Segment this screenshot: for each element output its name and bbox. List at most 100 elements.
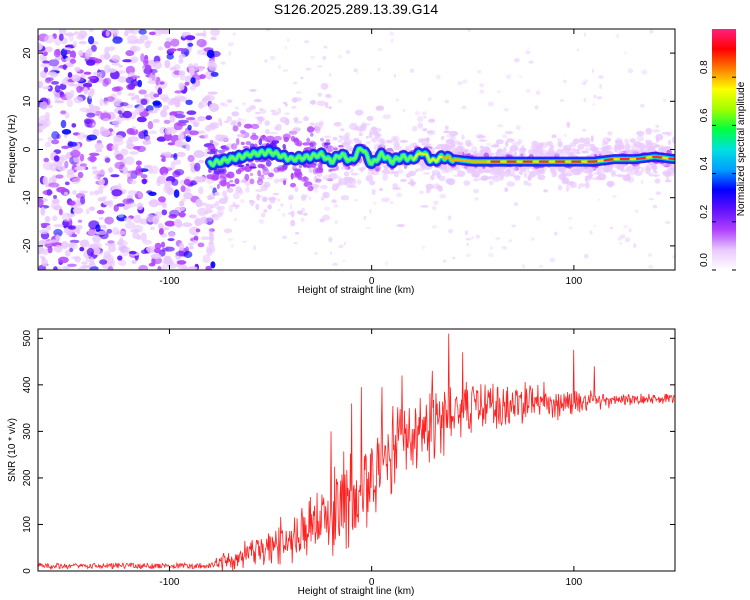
heatmap-cell [340,180,343,184]
heatmap-cell [398,165,401,170]
heatmap-cell [160,81,165,84]
heatmap-cell [471,236,473,239]
heatmap-cell [397,224,406,227]
heatmap-cell [284,112,290,115]
heatmap-cell [295,172,303,178]
heatmap-cell [114,86,123,91]
heatmap-cell [174,122,183,130]
heatmap-cell [130,229,140,233]
heatmap-cell [455,167,461,172]
heatmap-cell [393,138,396,141]
heatmap-cell [182,222,192,227]
heatmap-cell [112,120,122,125]
heatmap-cell [258,182,263,185]
heatmap-cell [152,100,161,105]
heatmap-cell [265,129,270,134]
heatmap-cell [198,160,204,163]
heatmap-cell [418,138,424,143]
heatmap-cell [209,229,212,233]
heatmap-cell [153,61,162,69]
heatmap-cell [95,224,100,232]
heatmap-cell [283,69,289,71]
heatmap-cell [445,100,449,104]
heatmap-cell [41,223,51,226]
heatmap-cell [137,235,141,240]
heatmap-cell [78,172,84,178]
heatmap-cell [45,216,51,222]
heatmap-cell [231,143,237,150]
heatmap-cell [212,214,220,221]
heatmap-cell [490,246,492,250]
heatmap-cell [331,199,336,203]
heatmap-cell [600,167,603,169]
heatmap-cell [335,221,339,224]
heatmap-cell [208,62,217,71]
heatmap-cell [569,142,576,147]
heatmap-cell [436,75,441,80]
heatmap-cell [233,33,236,36]
heatmap-cell [122,59,132,62]
heatmap-cell [88,36,94,44]
heatmap-cell [194,150,205,158]
colorbar-tick-label: 0.6 [699,108,710,122]
y-tick-label: 0 [22,146,33,152]
heatmap-cell [289,131,298,135]
heatmap-cell [250,140,255,143]
heatmap-cell [54,155,60,161]
heatmap-cell [296,91,302,93]
heatmap-cell [61,120,67,128]
y-tick-label: 20 [22,47,33,59]
heatmap-cell [201,236,211,240]
heatmap-cell [160,109,167,117]
heatmap-cell [432,206,437,211]
heatmap-cell [254,99,262,102]
heatmap-cell [227,172,235,179]
x-tick-label: 100 [566,577,583,588]
heatmap-cell [162,209,168,215]
heatmap-cell [225,139,228,141]
heatmap-cell [554,232,558,236]
heatmap-cell [39,101,47,110]
heatmap-cell [578,152,581,155]
heatmap-cell [55,235,60,241]
heatmap-cell [582,129,586,132]
heatmap-cell [181,185,186,192]
heatmap-cell [48,71,57,75]
heatmap-cell [131,96,136,100]
heatmap-cell [443,259,446,262]
heatmap-cell [186,144,190,151]
heatmap-cell [179,70,186,75]
heatmap-cell [168,48,177,52]
heatmap-cell [396,99,400,102]
heatmap-cell [340,128,344,131]
heatmap-cell [479,90,484,94]
heatmap-cell [386,140,393,144]
heatmap-cell [189,67,195,76]
colorbar: 0.00.20.40.60.8 Normalized spectral ampl… [699,29,747,270]
heatmap-cell [277,198,280,201]
heatmap-cell [271,168,273,172]
heatmap-cell [269,132,278,135]
heatmap-cell [354,199,358,201]
heatmap-cell [654,178,660,183]
heatmap-cell [186,117,195,120]
heatmap-cell [566,185,569,192]
heatmap-cell [466,253,470,257]
snr-y-label: SNR (10 * v/v) [7,418,18,482]
heatmap-cell [484,176,488,180]
heatmap-cell [198,66,203,72]
heatmap-cell [128,190,138,195]
y-tick-label: 300 [22,423,33,440]
heatmap-cell [473,173,477,177]
heatmap-cell [503,247,507,250]
heatmap-cell [329,168,337,171]
heatmap-cell [66,173,74,178]
heatmap-cell [268,206,271,209]
heatmap-cell [609,148,613,151]
heatmap-cell [254,140,259,144]
heatmap-cell [257,122,262,125]
heatmap-cell [190,77,195,84]
snr-x-label: Height of straight line (km) [298,586,415,597]
heatmap-cell [108,245,116,253]
heatmap-cell [288,197,293,200]
